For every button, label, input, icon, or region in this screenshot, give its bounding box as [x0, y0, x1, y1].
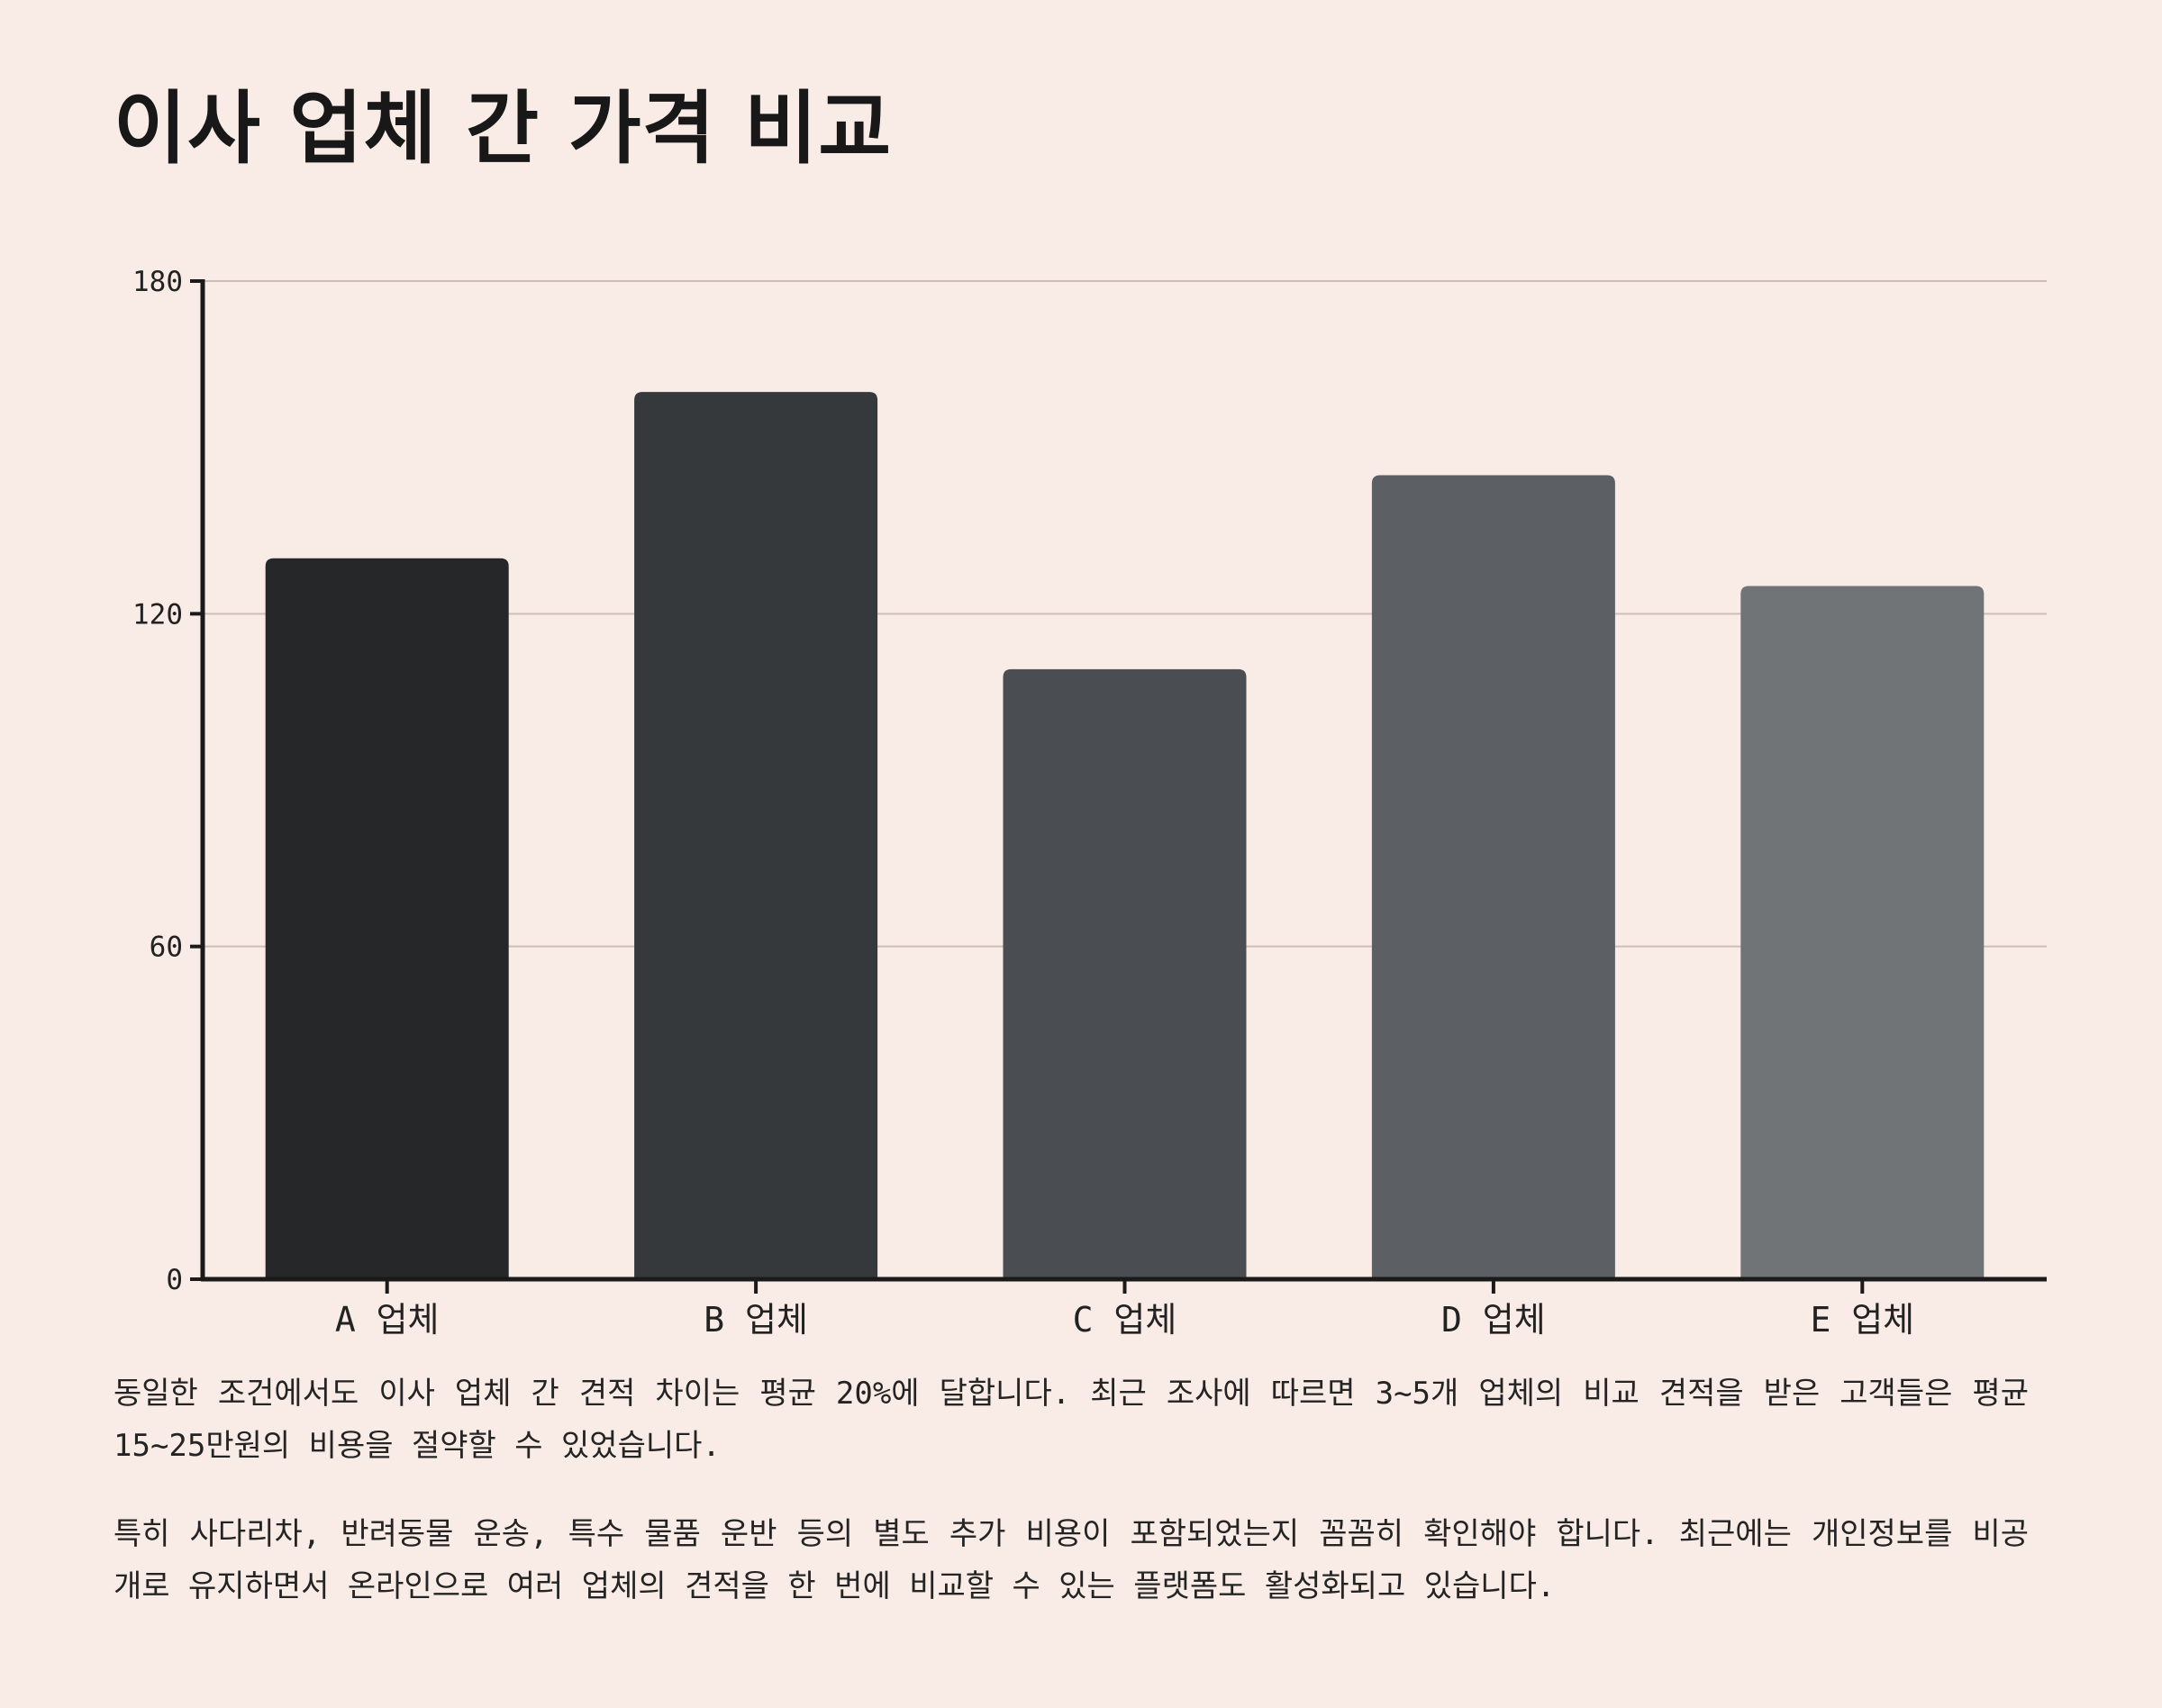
x-tick-label: E 업체: [1810, 1300, 1914, 1340]
bar-1: [265, 558, 509, 1279]
description: 동일한 조건에서도 이사 업체 간 견적 차이는 평균 20%에 달합니다. 최…: [114, 1367, 2029, 1649]
bar-2: [634, 392, 878, 1280]
paragraph-1: 동일한 조건에서도 이사 업체 간 견적 차이는 평균 20%에 달합니다. 최…: [114, 1376, 2029, 1464]
y-tick-label: 180: [132, 266, 183, 298]
y-tick-label: 60: [150, 931, 183, 964]
x-tick-label: A 업체: [335, 1300, 440, 1340]
x-tick-label: B 업체: [704, 1300, 808, 1340]
axes: [190, 279, 2047, 1294]
x-tick-label: C 업체: [1073, 1300, 1177, 1340]
axis-labels: 0 60 120 180 A 업체 B 업체 C 업체 D 업체 E 업체: [132, 266, 1914, 1340]
bar-3: [1003, 668, 1247, 1279]
bar-chart: 0 60 120 180 A 업체 B 업체 C 업체 D 업체 E 업체: [132, 266, 2047, 1340]
bars: [265, 392, 1985, 1280]
x-tick-label: D 업체: [1441, 1300, 1546, 1340]
bar-5: [1740, 586, 1985, 1279]
paragraph-2: 특히 사다리차, 반려동물 운송, 특수 물품 운반 등의 별도 추가 비용이 …: [114, 1516, 2029, 1604]
y-tick-label: 120: [132, 598, 183, 631]
bar-4: [1371, 475, 1615, 1279]
chart-title: 이사 업체 간 가격 비교: [114, 82, 893, 175]
y-tick-label: 0: [166, 1264, 183, 1296]
